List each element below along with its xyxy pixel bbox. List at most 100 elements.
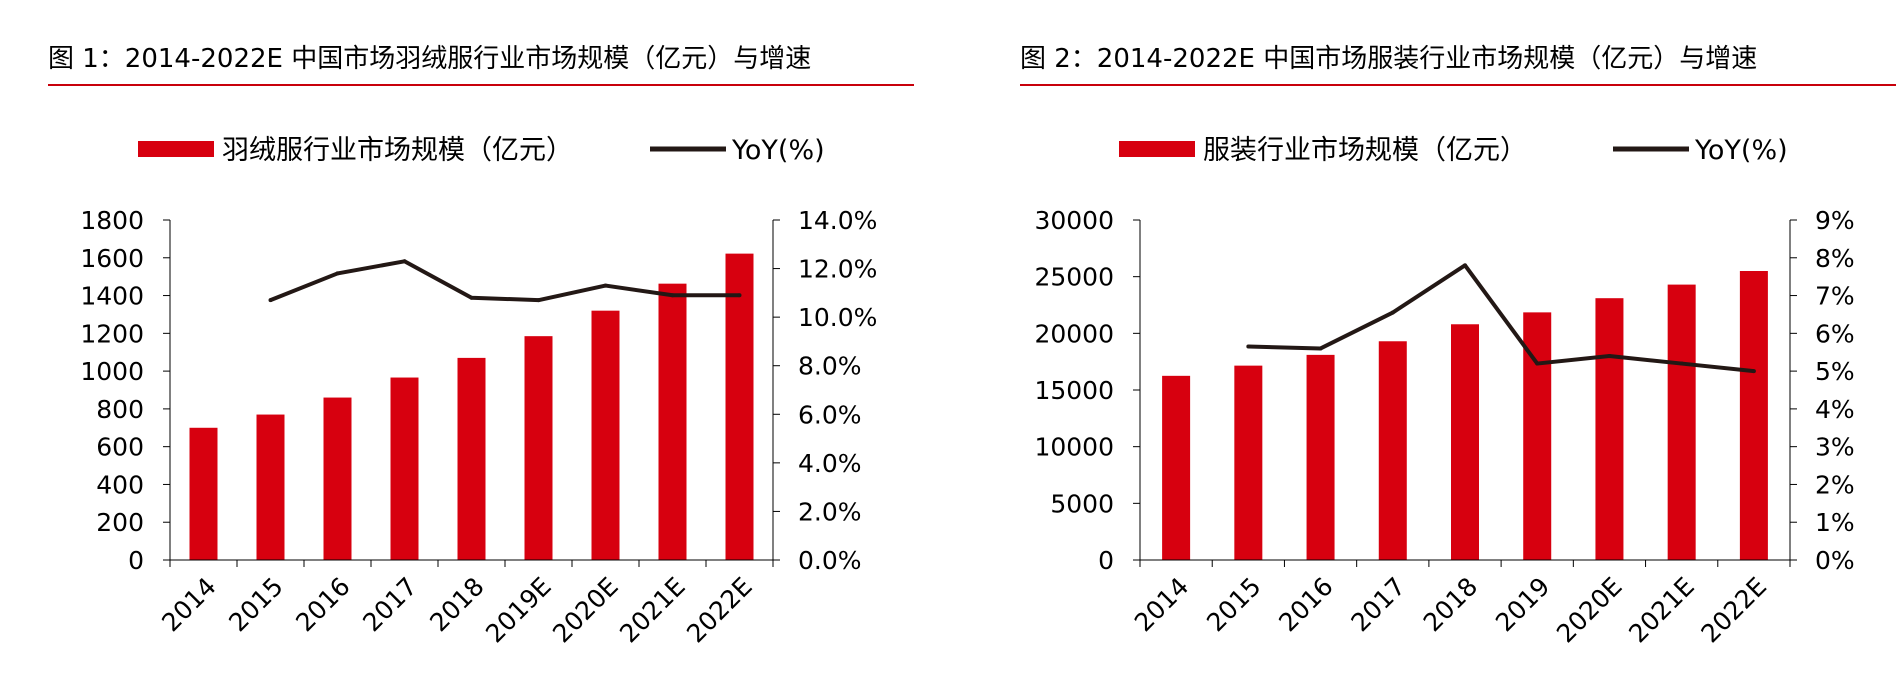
x-tick-label: 2021E: [614, 572, 691, 649]
bar-2018: [1451, 324, 1479, 560]
y-right-tick-label: 4%: [1815, 395, 1855, 424]
y-right-tick-label: 14.0%: [798, 206, 877, 235]
y-right-tick-label: 9%: [1815, 206, 1855, 235]
yoy-point-2018: [469, 295, 474, 300]
y-left-tick-label: 0: [128, 546, 144, 575]
yoy-point-2020E: [603, 283, 608, 288]
y-right-tick-label: 7%: [1815, 282, 1855, 311]
y-left-tick-label: 1200: [80, 319, 144, 348]
title-rule-2: [1020, 84, 1896, 86]
bar-2021E: [658, 283, 687, 560]
chart-title-2: 图 2：2014-2022E 中国市场服装行业市场规模（亿元）与增速: [1020, 44, 1758, 74]
chart-2: 0 5000 10000 15000 20000 25000 30000 0% 1% 2% 3% 4%…: [1034, 135, 1855, 649]
y-right-tick-label: 8.0%: [798, 352, 862, 381]
y-right-tick-label: 8%: [1815, 244, 1855, 273]
x-tick-label: 2014: [156, 572, 221, 637]
bar-2022E: [725, 253, 754, 560]
x-tick-label: 2020E: [547, 572, 624, 649]
x-tick-label: 2019: [1490, 572, 1555, 637]
yoy-point-2019E: [536, 298, 541, 303]
yoy-point-2022E: [737, 293, 742, 298]
y-right-tick-label: 6%: [1815, 319, 1855, 348]
bar-2018: [457, 357, 486, 560]
y-left-tick-label: 0: [1098, 546, 1114, 575]
yoy-point-2016: [1318, 346, 1323, 351]
y-left-tick-label: 1800: [80, 206, 144, 235]
x-tick-label: 2016: [290, 572, 355, 637]
yoy-point-2019: [1535, 361, 1540, 366]
chart-1: 0 200 400 600 800 1000 1200 1400 1600 1800 0.0% 2.0…: [80, 135, 877, 649]
y-left-tick-label: 200: [96, 508, 144, 537]
y-right-tick-label: 0%: [1815, 546, 1855, 575]
bar-2014: [189, 427, 218, 560]
yoy-point-2018: [1463, 263, 1467, 268]
chart-panel-1: 图 1：2014-2022E 中国市场羽绒服行业市场规模（亿元）与增速 0 200…: [48, 44, 914, 649]
x-tick-label: 2020E: [1551, 572, 1628, 649]
bar-2020E: [1595, 298, 1624, 560]
x-tick-label: 2016: [1273, 572, 1338, 637]
bar-2019E: [524, 336, 553, 560]
y-left-tick-label: 1400: [80, 282, 144, 311]
y-right-tick-label: 4.0%: [798, 449, 862, 478]
yoy-point-2020E: [1607, 354, 1612, 358]
bar-2016: [323, 397, 352, 560]
y-right-tick-label: 6.0%: [798, 400, 862, 429]
y-left-tick-label: 30000: [1034, 206, 1114, 235]
y-right-tick-label: 12.0%: [798, 255, 877, 284]
y-left-tick-label: 1600: [80, 244, 144, 273]
x-tick-label: 2015: [1201, 572, 1266, 637]
y-left-tick-label: 800: [96, 395, 144, 424]
y-left-tick-label: 10000: [1034, 433, 1114, 462]
yoy-point-2017: [1390, 310, 1395, 315]
chart-panel-2: 图 2：2014-2022E 中国市场服装行业市场规模（亿元）与增速 0 5000…: [951, 0, 1902, 696]
legend-line-label: YoY(%): [731, 135, 825, 166]
y-left-tick-label: 5000: [1050, 489, 1114, 518]
x-tick-label: 2021E: [1623, 572, 1700, 649]
x-tick-label: 2018: [1418, 572, 1483, 637]
y-right-tick-label: 2.0%: [798, 497, 862, 526]
yoy-point-2017: [402, 259, 407, 264]
title-rule-1: [48, 84, 914, 86]
x-tick-label: 2014: [1129, 572, 1194, 637]
x-tick-label: 2022E: [1695, 572, 1772, 649]
legend-bar-swatch: [1119, 141, 1195, 157]
x-tick-label: 2017: [357, 572, 422, 637]
legend-bar-swatch: [138, 141, 214, 157]
legend-bar-label: 羽绒服行业市场规模（亿元）: [222, 135, 573, 166]
bar-2020E: [591, 310, 620, 560]
bar-2016: [1306, 354, 1335, 560]
yoy-point-2021E: [670, 293, 675, 298]
bar-2021E: [1667, 284, 1696, 560]
legend-bar-label: 服装行业市场规模（亿元）: [1203, 135, 1527, 166]
y-left-tick-label: 600: [96, 433, 144, 462]
bar-2015: [1234, 365, 1263, 560]
y-right-tick-label: 2%: [1815, 470, 1855, 499]
yoy-point-2016: [335, 271, 340, 276]
legend-line-label: YoY(%): [1694, 135, 1788, 166]
bar-2015: [256, 414, 285, 560]
yoy-line: [269, 259, 740, 303]
y-right-tick-label: 0.0%: [798, 546, 862, 575]
x-tick-label: 2015: [223, 572, 288, 637]
y-left-tick-label: 25000: [1034, 263, 1114, 292]
chart-title-1: 图 1：2014-2022E 中国市场羽绒服行业市场规模（亿元）与增速: [48, 44, 812, 74]
y-left-tick-label: 1000: [80, 357, 144, 386]
bar-2017: [1378, 341, 1407, 560]
yoy-point-2015: [268, 298, 273, 303]
bar-2017: [390, 377, 419, 560]
y-left-tick-label: 400: [96, 470, 144, 499]
y-right-tick-label: 3%: [1815, 433, 1855, 462]
bar-2014: [1162, 375, 1191, 560]
y-right-tick-label: 1%: [1815, 508, 1855, 537]
x-tick-label: 2017: [1346, 572, 1411, 637]
y-left-tick-label: 20000: [1034, 319, 1114, 348]
x-tick-label: 2019E: [480, 572, 557, 649]
yoy-line: [1248, 263, 1755, 374]
y-left-tick-label: 15000: [1034, 376, 1114, 405]
y-right-tick-label: 10.0%: [798, 303, 877, 332]
y-right-tick-label: 5%: [1815, 357, 1855, 386]
yoy-point-2022E: [1751, 369, 1756, 374]
yoy-point-2021E: [1679, 361, 1684, 366]
yoy-point-2015: [1246, 344, 1251, 349]
x-tick-label: 2022E: [681, 572, 758, 649]
